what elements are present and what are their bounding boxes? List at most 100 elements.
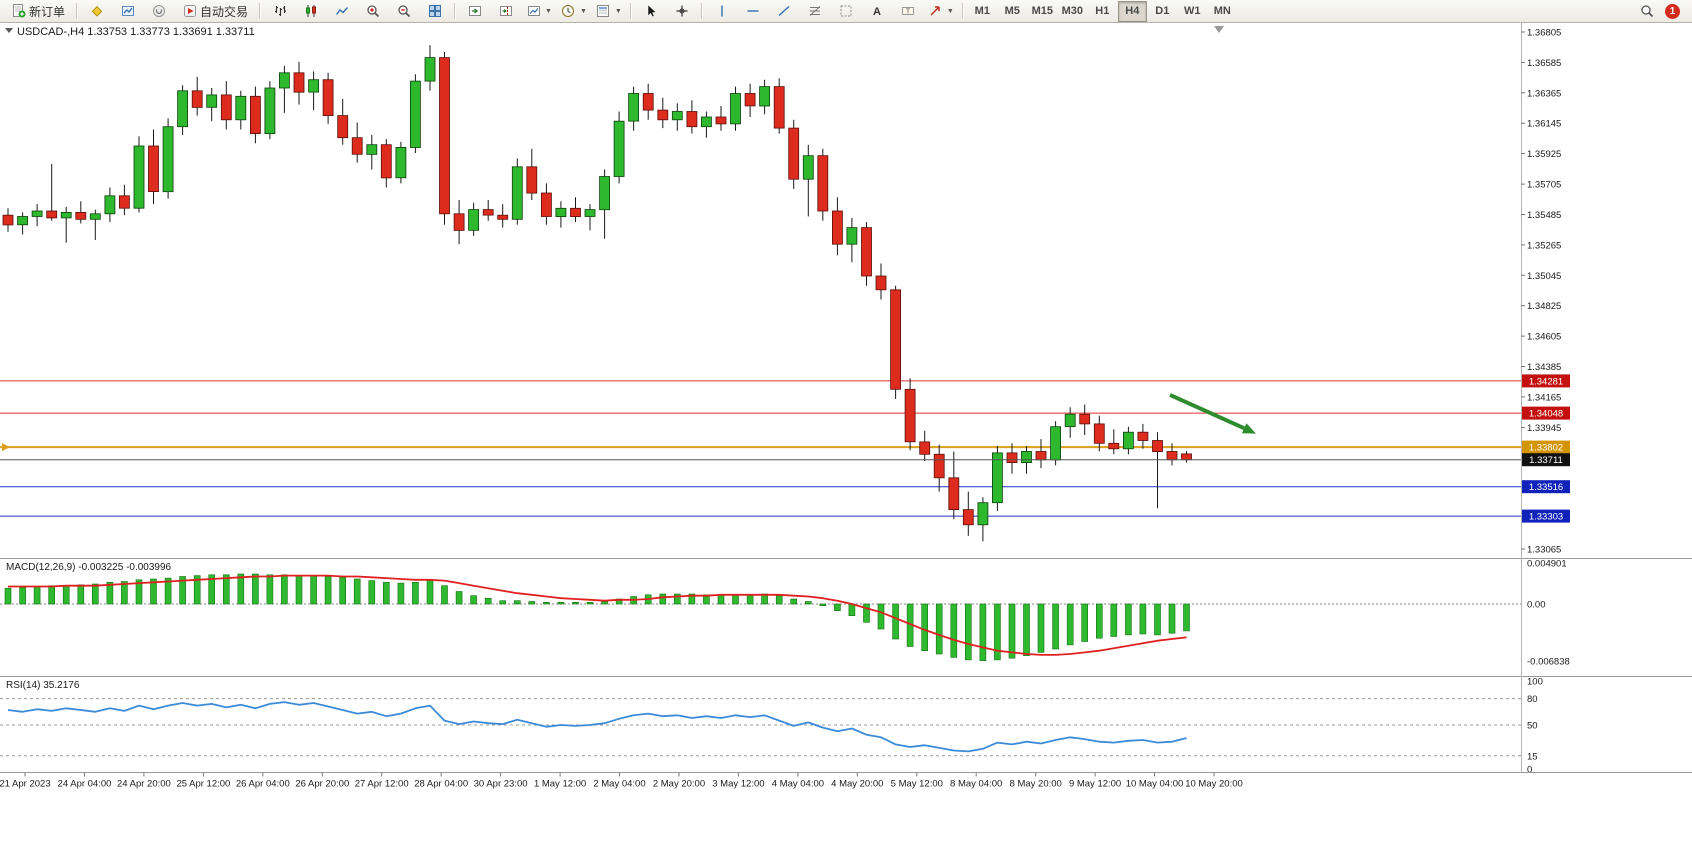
timeframe-M30-button[interactable]: M30: [1061, 5, 1083, 17]
timeframe-M15-button[interactable]: M15: [1031, 5, 1053, 17]
time-tick-label: 26 Apr 04:00: [236, 779, 290, 790]
trend-arrow-annotation[interactable]: [1169, 393, 1245, 431]
price-tick-label: 1.36805: [1527, 28, 1561, 39]
price-tick-label: 1.34605: [1527, 332, 1561, 343]
macd-indicator-panel[interactable]: 0.004901 0.00 -0.006838 MACD(12,26,9) -0.00…: [0, 558, 1692, 676]
chart-shift-icon: [499, 4, 514, 19]
rsi-axis-label: 0: [1527, 765, 1532, 773]
new-chart-button[interactable]: ▼: [522, 0, 556, 22]
time-tick-label: 10 May 04:00: [1126, 779, 1184, 790]
chevron-down-icon: ▼: [579, 7, 587, 15]
price-tick-label: 1.34385: [1527, 362, 1561, 373]
svg-text:A: A: [873, 6, 881, 18]
price-tick-label: 1.35265: [1527, 240, 1561, 251]
macd-axis-label: -0.006838: [1527, 657, 1570, 668]
arrows-tool-button[interactable]: ▼: [924, 0, 958, 22]
label-tool-button[interactable]: T: [893, 0, 923, 22]
auto-trading-button[interactable]: 自动交易: [175, 0, 255, 22]
label-icon: T: [900, 4, 915, 19]
time-axis: 21 Apr 2023 24 Apr 04:00 24 Apr 20:00 25 Ap…: [0, 772, 1692, 794]
market-watch-icon: [121, 4, 136, 19]
price-tick-label: 1.35705: [1527, 180, 1561, 191]
autotrade-icon: [182, 4, 197, 19]
svg-text:1.33711: 1.33711: [1529, 455, 1563, 466]
timeframe-H4-button[interactable]: H4: [1117, 0, 1147, 22]
timeframe-M5-button[interactable]: M5: [1004, 5, 1020, 17]
shapes-icon: [838, 4, 853, 19]
price-badge: 1.33802: [1522, 440, 1570, 454]
bars-icon: [273, 4, 288, 19]
vertical-line-tool-button[interactable]: [707, 0, 737, 22]
price-badge: 1.33516: [1522, 480, 1570, 494]
macd-axis-label: 0.00: [1527, 600, 1546, 611]
market-watch-button[interactable]: [113, 0, 143, 22]
level-line-handle[interactable]: [2, 443, 10, 452]
svg-text:1.33516: 1.33516: [1529, 482, 1563, 493]
rsi-axis-label: 80: [1527, 694, 1538, 705]
time-tick-label: 26 Apr 20:00: [295, 779, 349, 790]
rsi-line: [7, 701, 1187, 753]
bearish-candles: [2, 57, 1192, 526]
arrows-icon: [928, 4, 943, 19]
svg-text:1.34048: 1.34048: [1529, 409, 1563, 420]
timeframe-H1-button[interactable]: H1: [1095, 5, 1110, 17]
time-tick-label: 3 May 12:00: [712, 779, 764, 790]
timeframe-D1-button[interactable]: D1: [1155, 5, 1170, 17]
timeframe-MN-button[interactable]: MN: [1213, 5, 1231, 17]
timeframe-M1-button[interactable]: M1: [974, 5, 990, 17]
bar-chart-mode-button[interactable]: [265, 0, 295, 22]
time-tick-label: 9 May 12:00: [1069, 779, 1121, 790]
toolbar: 新订单 自动交易 ▼ ▼ ▼ A T ▼ M1 M5 M15 M30 H1 H4 D1 W1 MN 1: [0, 0, 1692, 23]
tile-windows-button[interactable]: [420, 0, 450, 22]
time-tick-label: 21 Apr 2023: [0, 779, 51, 790]
search-button[interactable]: [1632, 0, 1662, 22]
price-tick-label: 1.35485: [1527, 210, 1561, 221]
line-chart-mode-button[interactable]: [327, 0, 357, 22]
rsi-label: RSI(14) 35.2176: [6, 680, 80, 691]
price-badge: 1.33711: [1522, 453, 1570, 467]
macd-label: MACD(12,26,9) -0.003225 -0.003996: [6, 562, 172, 573]
main-price-chart[interactable]: 1.36805 1.36585 1.36365 1.36145 1.35925 1.357…: [0, 23, 1692, 558]
zoom-out-icon: [397, 4, 412, 19]
text-tool-button[interactable]: A: [862, 0, 892, 22]
vline-icon: [714, 4, 729, 19]
timeframe-W1-button[interactable]: W1: [1184, 5, 1201, 17]
price-tick-label: 1.35045: [1527, 271, 1561, 282]
zoom-in-button[interactable]: [358, 0, 388, 22]
templates-button[interactable]: ▼: [592, 0, 626, 22]
chart-profiles-button[interactable]: [82, 0, 112, 22]
auto-scroll-button[interactable]: [460, 0, 490, 22]
notification-badge[interactable]: 1: [1665, 3, 1680, 19]
rsi-axis-label: 15: [1527, 751, 1538, 762]
crosshair-icon: [674, 4, 689, 19]
toolbar-separator: [76, 3, 79, 19]
toolbar-separator: [961, 3, 964, 19]
shapes-tool-button[interactable]: [831, 0, 861, 22]
macd-signal-line: [8, 574, 1187, 656]
time-tick-label: 24 Apr 04:00: [58, 779, 112, 790]
cursor-button[interactable]: [636, 0, 666, 22]
time-tick-label: 8 May 20:00: [1010, 779, 1062, 790]
horizontal-line-tool-button[interactable]: [738, 0, 768, 22]
candlestick-mode-button[interactable]: [296, 0, 326, 22]
trendline-icon: [776, 4, 791, 19]
symbol-expand-icon[interactable]: [5, 28, 13, 33]
new-order-button[interactable]: 新订单: [4, 0, 72, 22]
chart-background: [0, 23, 1692, 558]
chart-shift-button[interactable]: [491, 0, 521, 22]
crosshair-button[interactable]: [667, 0, 697, 22]
zoom-out-button[interactable]: [389, 0, 419, 22]
price-badge: 1.34281: [1522, 374, 1570, 388]
time-tick-label: 1 May 12:00: [534, 779, 586, 790]
chart-shift-marker[interactable]: [1214, 26, 1224, 33]
trendline-tool-button[interactable]: [769, 0, 799, 22]
cursor-icon: [643, 4, 658, 19]
time-tick-label: 2 May 20:00: [653, 779, 705, 790]
strategy-tester-button[interactable]: [144, 0, 174, 22]
fibonacci-tool-button[interactable]: [800, 0, 830, 22]
rsi-indicator-panel[interactable]: 100 80 50 15 0 RSI(14) 35.2176: [0, 676, 1692, 772]
periods-button[interactable]: ▼: [557, 0, 591, 22]
new-chart-icon: [526, 4, 541, 19]
price-tick-label: 1.34825: [1527, 301, 1561, 312]
